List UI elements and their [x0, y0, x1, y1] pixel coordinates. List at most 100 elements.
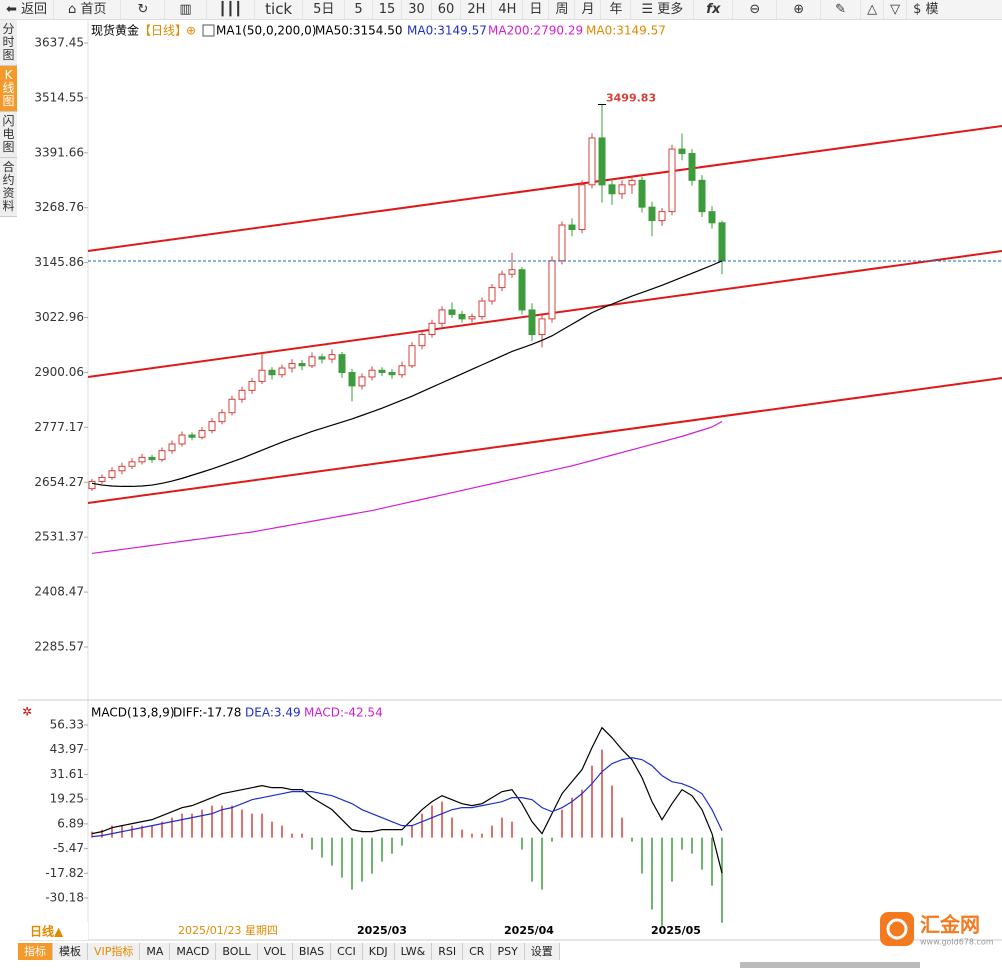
y-tick-label: 3637.45: [34, 36, 84, 50]
period-label[interactable]: 日线▲: [30, 924, 64, 939]
scrollbar[interactable]: [740, 962, 920, 968]
candle-body: [378, 369, 386, 373]
toolbar-button[interactable]: fx: [694, 0, 734, 19]
channel-line: [87, 125, 1002, 252]
toolbar-button[interactable]: tick: [255, 0, 304, 19]
toolbar-button[interactable]: 30: [402, 0, 432, 19]
draw-button[interactable]: △: [861, 0, 885, 19]
toolbar-button[interactable]: 月: [575, 0, 602, 19]
toolbar-button[interactable]: 2H: [461, 0, 493, 19]
y-tick-label: 2654.27: [34, 475, 84, 489]
indicator-tab[interactable]: RSI: [432, 943, 464, 960]
sidebar-tab[interactable]: K线图: [0, 66, 17, 112]
indicator-tab[interactable]: MA: [140, 943, 171, 960]
indicator-tab[interactable]: CCI: [331, 943, 363, 960]
toolbar-button[interactable]: 周: [549, 0, 576, 19]
watermark-logo-mark: [886, 918, 908, 940]
legend-ma0b: MA0:3149.57: [586, 24, 666, 38]
y-tick-label: 3268.76: [34, 200, 84, 214]
candle-body: [158, 450, 166, 461]
toolbar-label: 首页: [80, 2, 107, 17]
indicator-tab[interactable]: VIP指标: [88, 943, 141, 960]
candle-body: [698, 179, 706, 213]
candle-body: [598, 137, 606, 186]
candle-body: [288, 363, 296, 369]
sidebar-tab[interactable]: 分时图: [0, 20, 17, 66]
toolbar-button[interactable]: 4H: [492, 0, 524, 19]
candle-body: [408, 345, 416, 367]
toolbar-button[interactable]: $ 模: [913, 2, 939, 17]
toolbar-button[interactable]: 5: [345, 0, 373, 19]
candle-body: [328, 354, 336, 360]
y-tick-label: 43.97: [50, 742, 84, 756]
candle-body: [258, 369, 266, 382]
candle-body: [628, 179, 636, 186]
line: [91, 726, 723, 874]
indicator-tabs: 指标 模板 VIP指标 MA MACD BOLL VOL BIAS CCI KDJ LW& RSI CR…: [18, 943, 560, 960]
candle-body: [358, 376, 366, 387]
y-tick-label: -30.18: [45, 891, 84, 905]
chart-button[interactable]: ▥: [165, 0, 207, 19]
y-tick-label: 2777.17: [34, 420, 84, 434]
candle-body: [448, 309, 456, 315]
zoom-in[interactable]: ⊕: [777, 0, 822, 19]
toolbar-button[interactable]: 年: [601, 0, 632, 19]
legend-icon[interactable]: ⊕: [186, 24, 196, 38]
draw-button[interactable]: ▽: [884, 0, 908, 19]
sidebar-tab[interactable]: 闪电图: [0, 112, 17, 158]
candle-body: [688, 153, 696, 181]
indicator-tab[interactable]: BOLL: [216, 943, 258, 960]
indicator-tab[interactable]: MACD: [170, 943, 217, 960]
cursor-date: 2025/01/23 星期四: [178, 924, 278, 937]
y-tick-label: 2531.37: [34, 530, 84, 544]
indicator-tab[interactable]: CR: [463, 943, 492, 960]
macd-legend-diff: DIFF:-17.78: [173, 706, 241, 720]
month-label: 2025/04: [504, 924, 554, 937]
legend-period: 【日线】: [139, 24, 187, 38]
macd-legend-macd: MACD:-42.54: [304, 706, 383, 720]
candle-body: [418, 334, 426, 347]
toolbar-button[interactable]: 60: [432, 0, 462, 19]
toolbar-button[interactable]: ⌂ 首页: [54, 0, 122, 19]
y-tick-label: 2408.47: [34, 585, 84, 599]
toolbar-button[interactable]: ☰ 更多: [631, 0, 695, 19]
refresh-button[interactable]: ↻: [121, 0, 166, 19]
candle-body: [568, 224, 576, 231]
zoom-out[interactable]: ⊖: [733, 0, 778, 19]
toolbar-button[interactable]: 5日: [303, 0, 346, 19]
toolbar-button[interactable]: 15: [373, 0, 403, 19]
toolbar-button[interactable]: ⬅ 返回: [0, 0, 55, 19]
candle-body: [228, 398, 236, 414]
sidebar-tab[interactable]: 合约资料: [0, 158, 17, 217]
candle-body: [248, 380, 256, 391]
indicator-tab[interactable]: PSY: [491, 943, 525, 960]
indicator-tab[interactable]: 设置: [525, 943, 560, 960]
candle-body: [518, 269, 526, 311]
legend-box: [202, 24, 215, 37]
candle-body: [278, 367, 286, 376]
candle-body: [208, 421, 216, 432]
watermark-name: 汇金网: [920, 913, 980, 937]
indicator-tab[interactable]: VOL: [258, 943, 293, 960]
candle-body: [338, 354, 346, 373]
sidebar: 分时图 K线图 闪电图 合约资料: [0, 20, 17, 217]
macd-icon[interactable]: ✲: [22, 705, 32, 719]
indicator-tab[interactable]: 指标: [18, 943, 53, 960]
legend-ma0: MA0:3149.57: [407, 24, 487, 38]
y-tick-label: 6.89: [57, 816, 84, 830]
indicator-tab[interactable]: 模板: [53, 943, 88, 960]
indicator-tab[interactable]: KDJ: [363, 943, 395, 960]
candle-body: [168, 443, 176, 452]
y-tick-label: 31.61: [50, 767, 84, 781]
month-label: 2025/03: [357, 924, 407, 937]
candle-body: [128, 461, 136, 467]
candle-body: [308, 356, 316, 367]
indicator-tab[interactable]: BIAS: [293, 943, 332, 960]
draw-button[interactable]: ✎: [821, 0, 862, 19]
y-tick-label: 19.25: [50, 792, 84, 806]
indicator-tab[interactable]: LW&: [395, 943, 433, 960]
watermark-logo: [880, 912, 914, 946]
candle-button[interactable]: ┃┃┃: [207, 0, 256, 19]
toolbar-button[interactable]: 日: [523, 0, 550, 19]
